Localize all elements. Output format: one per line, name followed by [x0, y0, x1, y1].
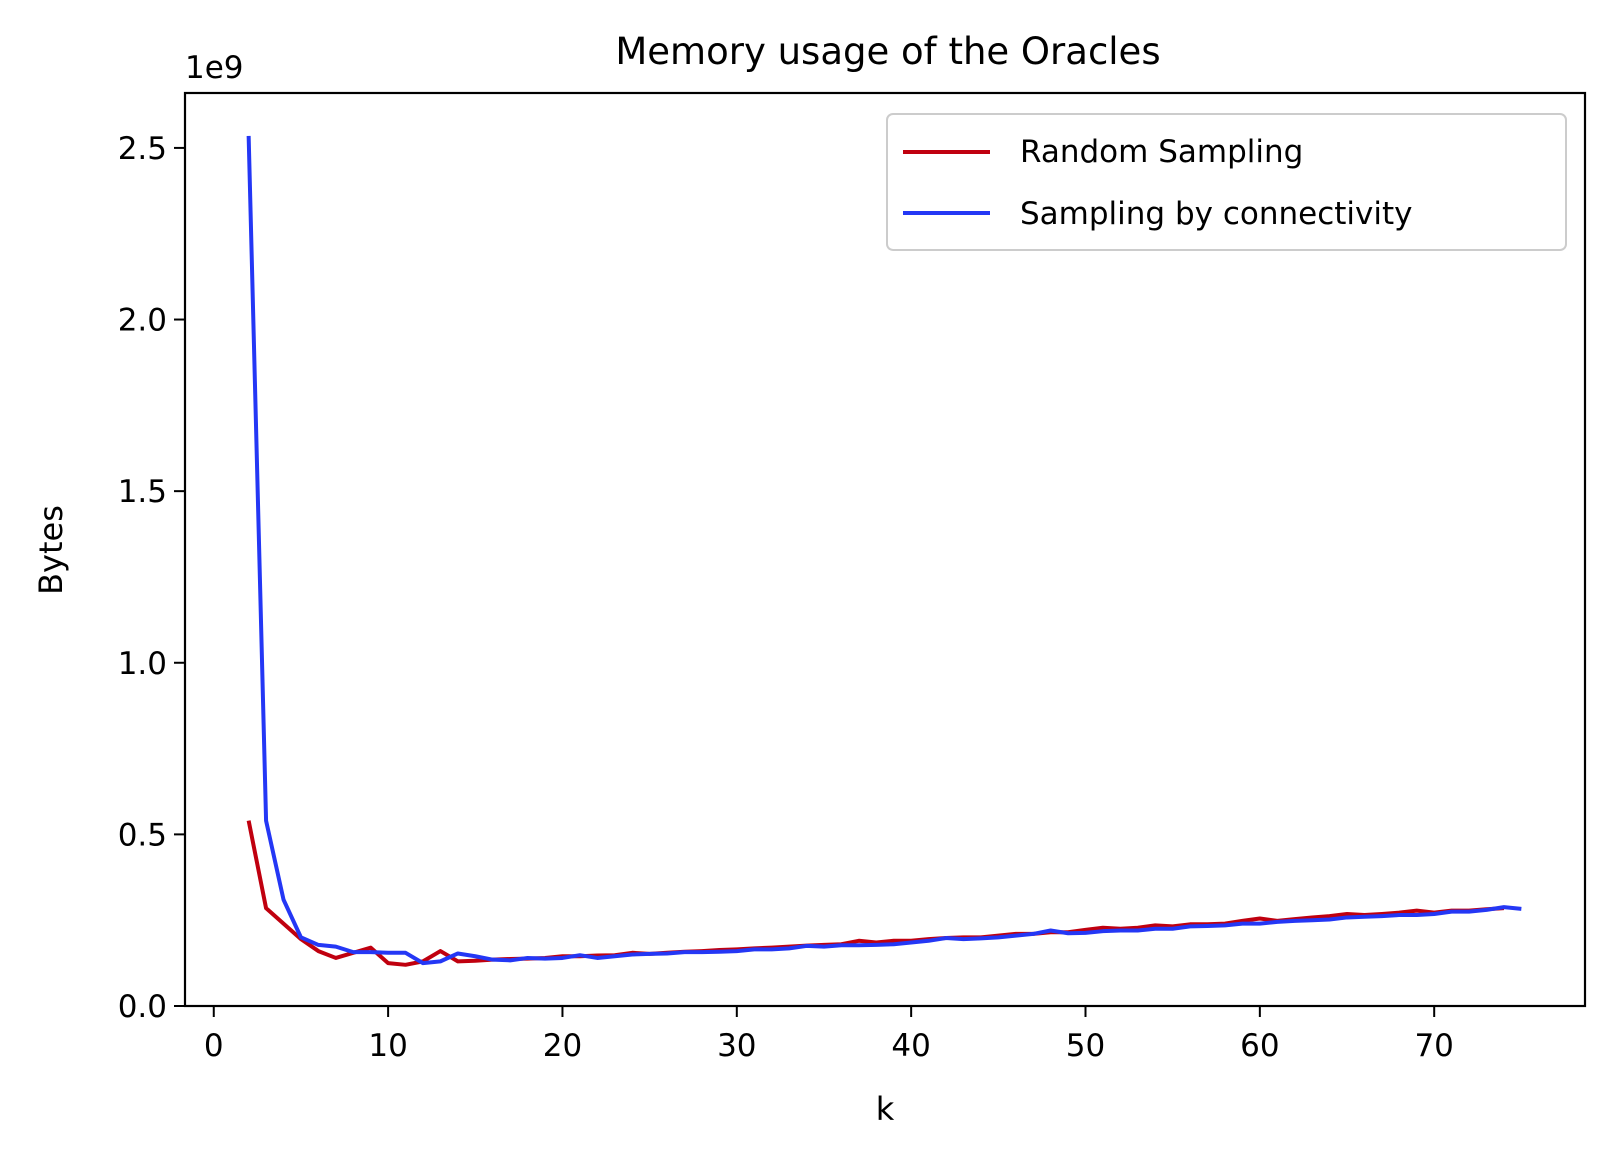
- y-axis-label: Bytes: [32, 505, 70, 595]
- x-tick-label: 50: [1066, 1028, 1105, 1064]
- legend-label-sampling-by-connectivity: Sampling by connectivity: [1020, 196, 1412, 232]
- y-tick-label: 0.5: [118, 817, 167, 853]
- x-axis: 0 10 20 30 40 50 60 70: [204, 1006, 1454, 1064]
- x-tick-label: 10: [368, 1028, 407, 1064]
- legend-frame: [886, 113, 1567, 251]
- y-tick-label: 2.5: [118, 131, 167, 167]
- legend: Random Sampling Sampling by connectivity: [886, 113, 1567, 251]
- y-tick-label: 0.0: [118, 989, 167, 1025]
- y-axis: 0.0 0.5 1.0 1.5 2.0 2.5: [118, 131, 185, 1025]
- x-tick-label: 20: [543, 1028, 582, 1064]
- y-tick-label: 2.0: [118, 303, 167, 339]
- plot-frame: [183, 91, 1587, 1008]
- x-tick-label: 70: [1414, 1028, 1453, 1064]
- y-tick-label: 1.5: [118, 474, 167, 510]
- legend-label-random-sampling: Random Sampling: [1020, 134, 1303, 170]
- x-tick-label: 60: [1240, 1028, 1279, 1064]
- chart-title: Memory usage of the Oracles: [615, 30, 1160, 73]
- y-axis-offset-label: 1e9: [185, 50, 244, 86]
- x-tick-label: 40: [891, 1028, 930, 1064]
- x-tick-label: 0: [204, 1028, 224, 1064]
- x-axis-label: k: [876, 1090, 895, 1128]
- x-tick-label: 30: [717, 1028, 756, 1064]
- series-line-sampling-by-connectivity: [246, 135, 1522, 966]
- series-layer: [246, 135, 1522, 967]
- y-tick-label: 1.0: [118, 646, 167, 682]
